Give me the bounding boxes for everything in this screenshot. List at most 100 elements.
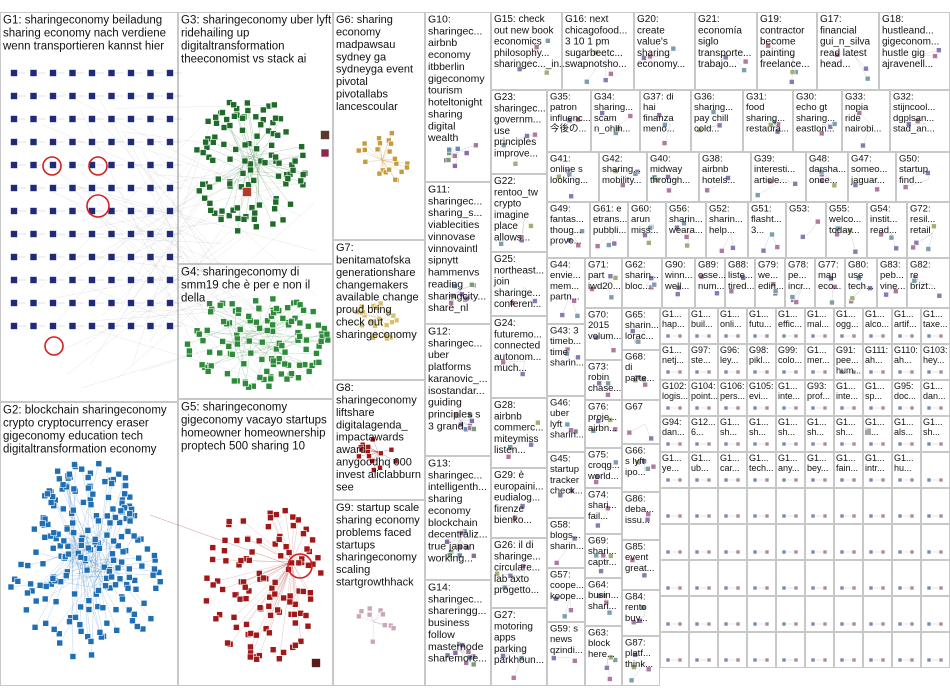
g5-node [303, 545, 311, 553]
graph-edge [66, 575, 105, 577]
group-label-line: northeast... [494, 265, 544, 276]
group-label-line: bloc... [625, 281, 650, 292]
group-label-line: available change [336, 292, 419, 304]
cluster-node [608, 71, 614, 77]
g2-node [87, 501, 95, 509]
group-label-line: here... [588, 649, 615, 660]
graph-edge [757, 179, 785, 196]
g2-node [80, 499, 87, 506]
highlighted-node-ring [42, 156, 62, 176]
cluster-node [641, 458, 647, 464]
panel-g55 [826, 202, 867, 258]
group-label-line: G65: [625, 310, 646, 321]
cluster-node [519, 503, 526, 509]
group-label-line: bey... [807, 463, 828, 473]
g4-node [203, 327, 211, 334]
g1-node [146, 276, 155, 284]
panel-small-tile [776, 380, 805, 416]
panel-small-tile [805, 488, 834, 524]
g3-hub-node [320, 130, 330, 140]
group-label-line: mer... [807, 355, 830, 365]
g2-node [147, 615, 155, 622]
cluster-node [897, 369, 903, 375]
group-label-line: bienko... [494, 515, 532, 526]
graph-edge [116, 203, 315, 380]
group-label-line: G106: [720, 381, 745, 391]
graph-edge [81, 323, 291, 389]
cluster-node [694, 369, 700, 375]
cluster-node [694, 477, 700, 483]
g5-node [256, 570, 263, 577]
cluster-node [767, 178, 774, 185]
g3-node [234, 215, 242, 222]
cluster-node [498, 241, 504, 247]
g2-node [59, 505, 67, 513]
group-label-line: see [336, 481, 354, 493]
group-label-line: tracker [550, 475, 579, 486]
g2-node [77, 603, 84, 611]
group-label-line: G1... [778, 309, 798, 319]
group-label-line: airbnb [494, 411, 522, 422]
cluster-node [665, 657, 671, 663]
group-label-line: sharinge... [494, 551, 541, 562]
graph-edge [533, 54, 547, 73]
g4-node [204, 368, 212, 375]
g1-node [127, 276, 135, 284]
group-label-line: transporte... [698, 48, 751, 59]
group-label-line: G79: [758, 260, 779, 271]
graph-edge [291, 561, 301, 614]
g2-node [118, 533, 125, 540]
g5-node [275, 536, 283, 543]
group-label-line: ill... [865, 427, 879, 437]
group-label-line: G3: sharingeconomy uber lyft [181, 15, 332, 27]
group-label-line: hustle gig [882, 48, 925, 59]
g2-node [41, 595, 49, 603]
cluster-node [645, 511, 652, 517]
g2-node [105, 466, 112, 474]
panel-small-tile [718, 344, 747, 380]
group-label-line: event [625, 552, 649, 563]
cluster-node [632, 377, 639, 384]
group-label-line: painting [760, 48, 795, 59]
group-panels [0, 12, 950, 686]
cluster-node [868, 549, 874, 555]
panel-g84 [622, 590, 660, 636]
cluster-node [656, 112, 663, 118]
cluster-node [595, 522, 601, 529]
cluster-node [453, 411, 460, 418]
group-label-line: startgrowthhack [336, 577, 414, 589]
cluster-node [463, 150, 470, 156]
cluster-node [880, 441, 886, 447]
g1-node [146, 253, 155, 261]
group-label-line: parte... [625, 373, 655, 384]
g3-node [253, 132, 261, 140]
cluster-node [677, 513, 683, 519]
g2-node [85, 597, 93, 604]
graph-edge [87, 563, 104, 637]
group-label-line: through... [650, 175, 690, 186]
cluster-node [752, 513, 758, 519]
g2-node [114, 564, 122, 572]
group-label-line: G84: [625, 592, 646, 603]
group-label-line: G62: [625, 260, 646, 271]
g2-node [42, 583, 50, 590]
group-label-line: ub... [691, 463, 709, 473]
g1-node [49, 184, 57, 192]
group-label-line: mal... [807, 319, 829, 329]
cluster-node [706, 657, 712, 663]
cluster-node [677, 549, 683, 555]
g1-node [29, 230, 38, 238]
g1-node [127, 322, 135, 330]
g3-node [241, 141, 249, 149]
cluster-node [677, 369, 683, 375]
g2-node [77, 628, 85, 635]
group-label-line: 今後の... [550, 123, 586, 135]
cluster-node [883, 291, 889, 298]
panel-small-tile [747, 452, 776, 488]
g2-node [115, 470, 123, 478]
group-label-line: provo... [550, 236, 582, 247]
g4-node [235, 306, 243, 314]
g3-node [284, 175, 292, 182]
panel-small-tile [805, 344, 834, 380]
